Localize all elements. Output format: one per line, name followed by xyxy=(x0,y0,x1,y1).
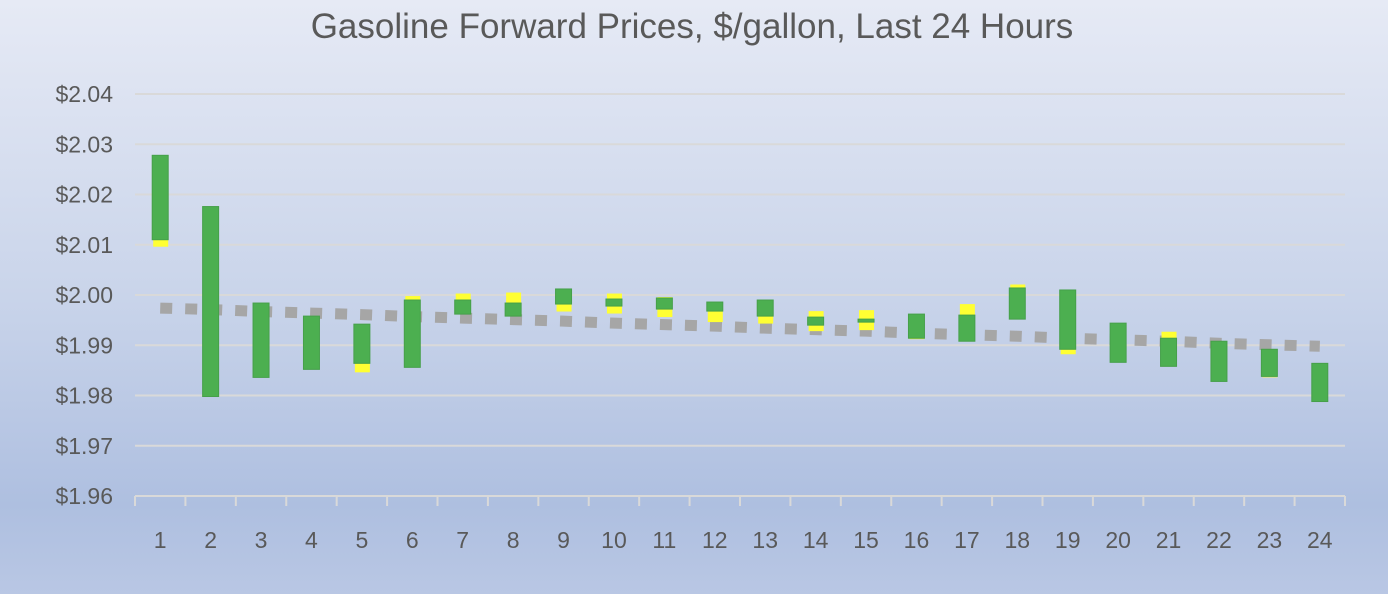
y-tick-label: $1.98 xyxy=(55,383,113,409)
x-tick-label: 10 xyxy=(601,527,627,553)
x-tick-label: 19 xyxy=(1055,527,1081,553)
price-bars xyxy=(151,154,1329,403)
range-bar xyxy=(1008,287,1026,320)
range-bar xyxy=(655,297,673,310)
x-tick-label: 2 xyxy=(204,527,217,553)
x-tick-label: 5 xyxy=(355,527,368,553)
chart-title: Gasoline Forward Prices, $/gallon, Last … xyxy=(311,7,1074,46)
x-tick-label: 14 xyxy=(803,527,829,553)
y-tick-label: $2.02 xyxy=(55,182,113,208)
y-tick-label: $1.99 xyxy=(55,332,113,358)
x-tick-label: 1 xyxy=(154,527,167,553)
trend-series xyxy=(160,302,1320,352)
range-bar xyxy=(151,154,169,241)
x-tick-label: 6 xyxy=(406,527,419,553)
range-bar xyxy=(1260,348,1278,377)
range-bar xyxy=(403,299,421,368)
range-bar xyxy=(857,318,875,323)
x-tick-label: 21 xyxy=(1156,527,1182,553)
range-bar xyxy=(706,301,724,312)
range-bar xyxy=(1109,322,1127,363)
range-bar xyxy=(302,315,320,370)
range-bar xyxy=(807,316,825,326)
gridlines xyxy=(135,93,1345,447)
y-tick-label: $2.01 xyxy=(55,232,113,258)
range-bar xyxy=(202,206,220,398)
range-bar xyxy=(1210,340,1228,382)
x-tick-label: 8 xyxy=(507,527,520,553)
range-bar xyxy=(907,313,925,339)
range-bar xyxy=(353,323,371,364)
range-bar xyxy=(504,302,522,317)
range-bar xyxy=(605,298,623,307)
y-tick-label: $2.00 xyxy=(55,282,113,308)
x-tick-label: 20 xyxy=(1105,527,1131,553)
y-tick-label: $2.04 xyxy=(55,81,113,107)
x-tick-label: 24 xyxy=(1307,527,1333,553)
range-bar xyxy=(756,299,774,317)
x-tick-label: 9 xyxy=(557,527,570,553)
x-tick-label: 11 xyxy=(652,527,676,553)
x-tick-label: 23 xyxy=(1257,527,1283,553)
x-tick-label: 12 xyxy=(702,527,728,553)
x-tick-label: 3 xyxy=(255,527,268,553)
x-tick-label: 15 xyxy=(853,527,879,553)
y-tick-label: $2.03 xyxy=(55,131,113,157)
y-axis: $1.96 $1.97 $1.98 $1.99 $2.00 $2.01 $2.02 $2.03… xyxy=(55,81,113,509)
y-tick-label: $1.96 xyxy=(55,483,113,509)
range-bar xyxy=(1311,362,1329,403)
range-bar xyxy=(1160,337,1178,367)
x-tick-label: 7 xyxy=(456,527,469,553)
range-bar xyxy=(1059,289,1077,350)
trend-line xyxy=(160,302,1320,352)
x-tick-label: 16 xyxy=(904,527,930,553)
range-bar xyxy=(958,314,976,342)
x-tick-label: 4 xyxy=(305,527,318,553)
range-bar xyxy=(555,288,573,305)
x-tick-label: 18 xyxy=(1004,527,1030,553)
x-tick-label: 22 xyxy=(1206,527,1232,553)
range-bar xyxy=(454,299,472,315)
x-axis: 1 2 3 4 5 6 7 8 9 10 11 12 13 14 15 16 17 18 19 20 21 22 23 24 xyxy=(134,495,1346,553)
y-tick-label: $1.97 xyxy=(55,433,113,459)
range-bar xyxy=(252,302,270,378)
x-tick-label: 13 xyxy=(752,527,778,553)
x-tick-label: 17 xyxy=(954,527,980,553)
